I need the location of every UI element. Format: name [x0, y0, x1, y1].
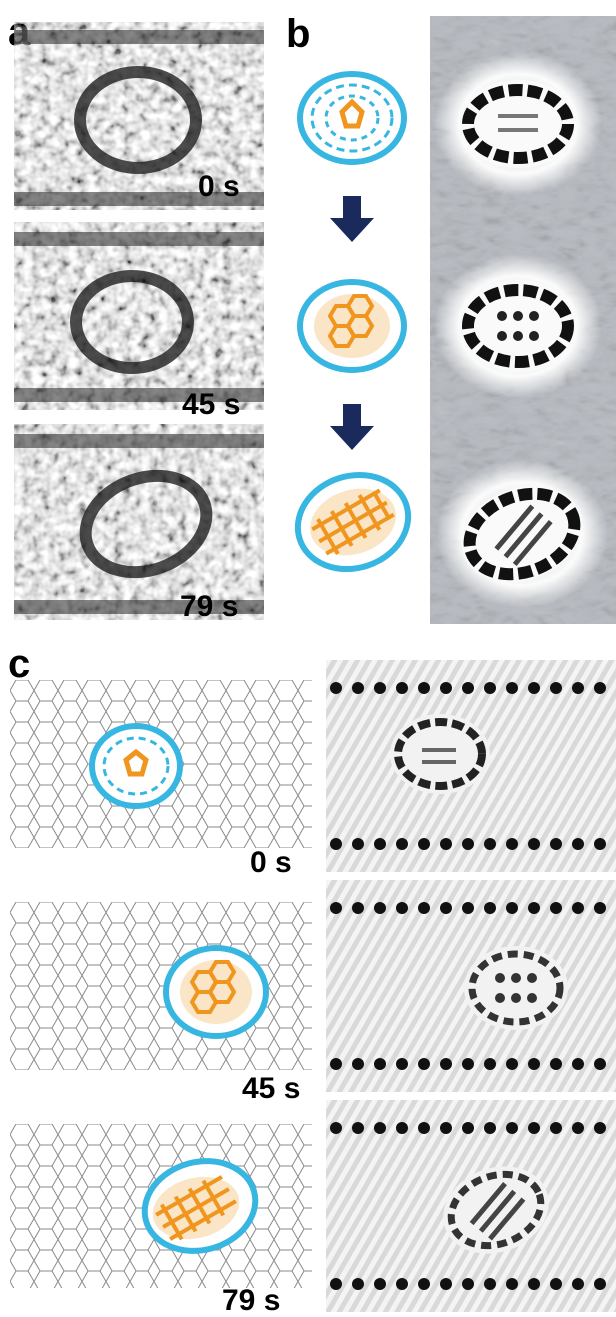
- tem-noise-image: [14, 22, 264, 210]
- arrow-down-icon: [330, 404, 374, 450]
- fullerene-model-b2: [297, 279, 407, 373]
- simulated-image-c3: [326, 1100, 616, 1312]
- tem-frame-a3: [14, 424, 264, 620]
- time-label-a3: 79 s: [180, 590, 239, 623]
- time-label-c3: 79 s: [222, 1284, 281, 1317]
- fullerene-model-b1: [297, 71, 407, 165]
- nanotube-model-c1: [10, 680, 312, 848]
- tem-noise-image: [14, 424, 264, 620]
- simulated-image-c1: [326, 660, 616, 872]
- simulated-image: [326, 880, 616, 1092]
- tem-noise-image: [14, 222, 264, 410]
- time-label-a1: 0 s: [198, 170, 240, 203]
- nanotube-model-c2: [10, 902, 312, 1070]
- simulated-image: [326, 1100, 616, 1312]
- tem-frame-a2: [14, 222, 264, 410]
- simulated-image-column-b: [430, 16, 616, 624]
- tem-frame-a1: [14, 22, 264, 210]
- panel-label-c: c: [8, 642, 31, 686]
- arrow-down-icon: [330, 196, 374, 242]
- nanotube-model-c3: [10, 1124, 312, 1288]
- fullerene-model-b3: [294, 471, 412, 573]
- time-label-c1: 0 s: [250, 846, 292, 879]
- simulated-image: [326, 660, 616, 872]
- time-label-c2: 45 s: [242, 1072, 301, 1105]
- time-label-a2: 45 s: [182, 388, 241, 421]
- simulated-image: [430, 16, 616, 624]
- panel-label-b: b: [286, 12, 311, 56]
- simulated-image-c2: [326, 880, 616, 1092]
